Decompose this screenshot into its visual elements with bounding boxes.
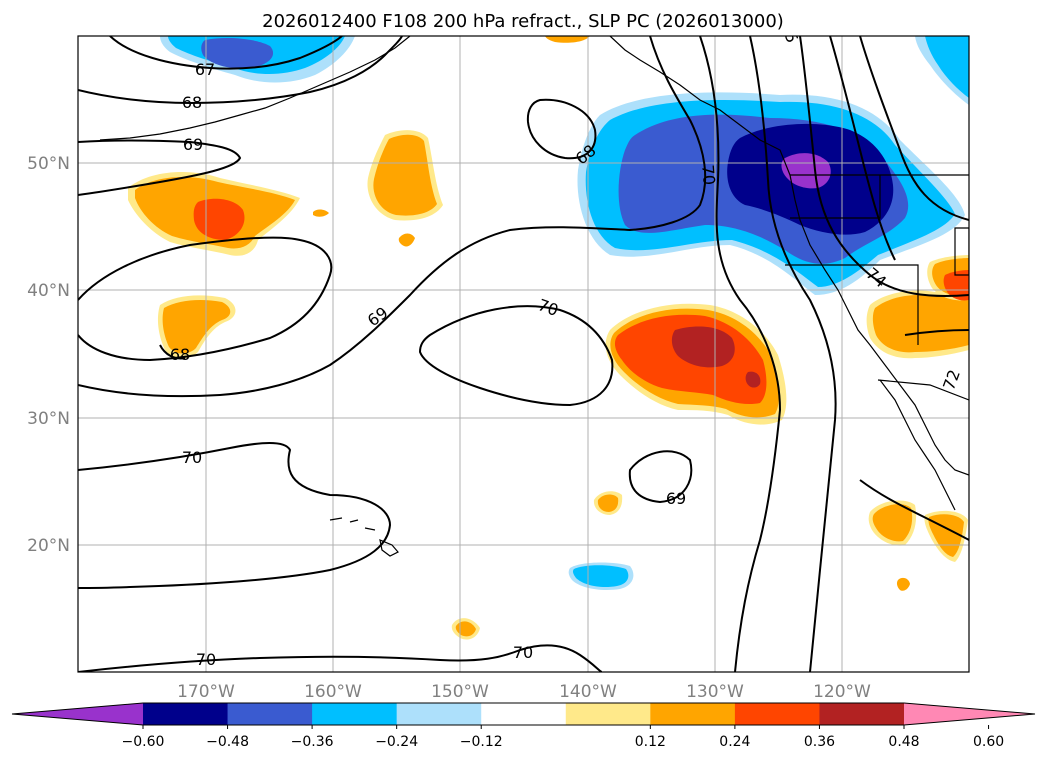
contour-label: 68 <box>182 93 202 112</box>
positive-anomaly-e2-red <box>943 270 969 301</box>
longitude-labels: 170°W 160°W 150°W 140°W 130°W 120°W <box>177 682 871 702</box>
contour-label: 70 <box>698 164 719 186</box>
contour-70-center <box>418 305 614 407</box>
contour-76 <box>859 36 969 221</box>
lat-label: 30°N <box>27 409 70 429</box>
colorbar-extend-min <box>12 703 143 725</box>
contour-label: 5 <box>781 29 802 45</box>
negative-anomaly-purple <box>781 153 831 189</box>
positive-anomaly-w2-orange <box>373 134 437 216</box>
positive-anomaly-e1-orange <box>872 289 969 353</box>
plot-frame <box>77 35 970 673</box>
lat-label: 50°N <box>27 154 70 174</box>
contour-70-south <box>78 442 392 589</box>
colorbar-extend-max <box>904 703 1035 725</box>
coast-alaska-se <box>609 36 969 476</box>
contour-label: 68 <box>170 345 190 364</box>
contour-69-mid <box>78 36 707 398</box>
coastlines <box>99 36 969 557</box>
colorbar-tick-label: 0.24 <box>719 734 750 750</box>
positive-anomaly-central-darkred2 <box>745 371 761 388</box>
border-us-mexico <box>877 379 969 401</box>
coast-hawaii <box>329 517 399 557</box>
coast-alaska-aleutians <box>99 36 411 141</box>
positive-anomaly-se2-orange <box>928 514 964 557</box>
contour-68-north <box>78 36 403 105</box>
colorbar-swatch <box>227 703 313 725</box>
colorbar-swatch <box>565 703 651 725</box>
lon-label: 170°W <box>177 682 235 702</box>
contour-68-small <box>526 98 597 160</box>
colorbar-swatch <box>734 703 820 725</box>
colorbar-swatch <box>143 703 229 725</box>
colorbar-tick-label: 0.60 <box>973 734 1004 750</box>
colorbar-swatch <box>312 703 398 725</box>
contour-74 <box>799 36 969 297</box>
lon-label: 120°W <box>813 682 871 702</box>
latitude-labels: 50°N 40°N 30°N 20°N <box>27 154 70 556</box>
lon-label: 130°W <box>686 682 744 702</box>
figure-title: 2026012400 F108 200 hPa refract., SLP PC… <box>262 11 784 32</box>
colorbar-tick-label: −0.48 <box>206 734 249 750</box>
border-us-states <box>785 175 969 345</box>
colorbar-swatch <box>396 703 482 725</box>
positive-anomaly-small1-orange <box>597 494 619 512</box>
colorbar-tick-label: −0.12 <box>460 734 503 750</box>
colorbar-tick-label: −0.36 <box>291 734 334 750</box>
contour-69-west <box>78 236 333 362</box>
contour-70-se <box>699 36 782 672</box>
colorbar-swatch <box>819 703 905 725</box>
lon-label: 140°W <box>559 682 617 702</box>
positive-anomaly-small6 <box>545 36 590 43</box>
contour-70-bottom <box>78 644 603 672</box>
lat-label: 20°N <box>27 536 70 556</box>
contour-label: 70 <box>182 448 202 467</box>
contour-72 <box>749 36 837 672</box>
positive-anomaly-central-darkred <box>671 326 735 368</box>
colorbar-tick-label: −0.24 <box>375 734 418 750</box>
positive-anomaly-small4 <box>398 233 415 247</box>
colorbar-tick-label: 0.48 <box>888 734 919 750</box>
positive-anomaly-se1-orange <box>872 504 913 542</box>
colorbar-tick-label: 0.12 <box>635 734 666 750</box>
contour-69-north <box>78 139 242 196</box>
coast-baja <box>879 379 956 511</box>
positive-anomaly-small5 <box>313 209 329 217</box>
lon-label: 150°W <box>431 682 489 702</box>
contour-label: 70 <box>513 643 533 662</box>
lat-label: 40°N <box>27 281 70 301</box>
colorbar-swatch <box>481 703 567 725</box>
colorbar-tick-label: 0.36 <box>804 734 835 750</box>
negative-anomaly-ne-blue <box>925 36 969 98</box>
contour-label: 69 <box>666 489 686 508</box>
colorbar-tick-label: −0.60 <box>122 734 165 750</box>
contour-label: 69 <box>183 135 203 154</box>
positive-anomaly-w3-orange <box>162 300 231 354</box>
lon-label: 160°W <box>304 682 362 702</box>
contour-label: 70 <box>196 650 216 669</box>
positive-anomaly-small2-orange <box>455 621 476 637</box>
graticule <box>78 36 969 672</box>
contour-74b <box>829 36 896 261</box>
contour-67 <box>109 36 343 70</box>
contour-68-west <box>159 344 186 360</box>
negative-anomaly-nw-royal <box>201 38 274 69</box>
colorbar-swatch <box>650 703 736 725</box>
negative-anomaly-small-blue <box>572 565 629 588</box>
contour-69-small <box>628 450 693 504</box>
plot-area: 67 68 69 68 69 68 70 70 70 69 70 70 74 7… <box>78 29 969 672</box>
anomaly-fields <box>128 36 969 640</box>
colorbar: −0.60 −0.48 −0.36 −0.24 −0.12 0.12 0.24 0.36 0.4… <box>11 702 1036 750</box>
positive-anomaly-small3 <box>896 577 910 591</box>
slp-contours <box>78 36 969 672</box>
contour-72-east <box>859 329 969 541</box>
contour-label: 67 <box>195 60 215 79</box>
